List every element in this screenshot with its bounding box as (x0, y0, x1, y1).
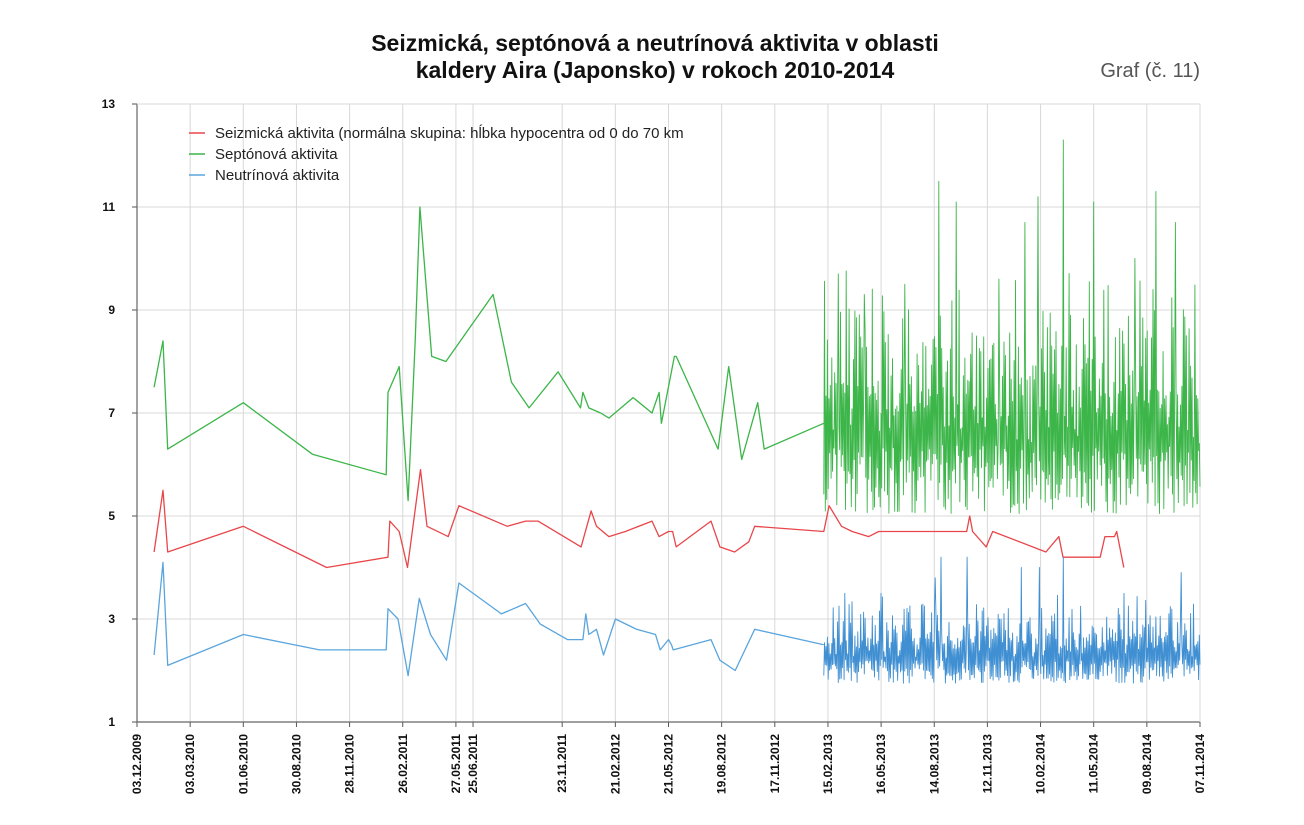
y-tick-label: 13 (102, 97, 116, 111)
x-tick-label: 25.06.2011 (466, 734, 480, 794)
y-tick-label: 9 (108, 303, 115, 317)
x-tick-label: 16.05.2013 (874, 734, 888, 794)
x-tick-label: 10.02.2014 (1034, 734, 1048, 794)
series-dense-line (823, 139, 1201, 514)
x-tick-label: 12.11.2013 (980, 734, 994, 794)
x-tick-label: 07.11.2014 (1193, 734, 1207, 794)
legend: Seizmická aktivita (normálna skupina: hĺ… (189, 124, 684, 184)
x-tick-label: 01.06.2010 (236, 734, 250, 794)
y-tick-label: 3 (108, 612, 115, 626)
x-tick-label: 09.08.2014 (1140, 734, 1154, 794)
x-tick-label: 15.02.2013 (821, 734, 835, 794)
series-line (153, 206, 825, 502)
legend-label: Septónová aktivita (215, 146, 338, 163)
x-tick-label: 19.08.2012 (715, 734, 729, 794)
series-dense-line (823, 556, 1201, 684)
series-septon (153, 139, 1201, 514)
x-tick-label: 21.02.2012 (608, 734, 622, 794)
legend-label: Seizmická aktivita (normálna skupina: hĺ… (215, 124, 684, 142)
y-tick-label: 1 (108, 715, 115, 729)
x-tick-label: 28.11.2010 (343, 734, 357, 794)
series-seismic (153, 468, 1125, 569)
x-tick-label: 21.05.2012 (662, 734, 676, 794)
axes: 03.12.2009 03.03.2010 01.06.2010 30.08.2010… (102, 97, 1207, 794)
series-line (153, 561, 824, 677)
x-tick-label: 14.08.2013 (927, 734, 941, 794)
x-tick-label: 11.05.2014 (1087, 734, 1101, 794)
chart-title: Seizmická, septónová a neutrínová aktivi… (250, 30, 1060, 84)
chart-title-line-1: Seizmická, septónová a neutrínová aktivi… (371, 30, 939, 56)
graph-number-label: Graf (č. 11) (1100, 60, 1200, 82)
series-neutrino (153, 556, 1201, 684)
x-tick-label: 26.02.2011 (396, 734, 410, 794)
y-tick-label: 11 (102, 200, 115, 214)
chart-title-line-2: kaldery Aira (Japonsko) v rokoch 2010-20… (415, 57, 895, 83)
y-tick-label: 7 (108, 406, 115, 420)
y-tick-label: 5 (108, 509, 115, 523)
series-group (153, 139, 1201, 684)
x-tick-label: 03.12.2009 (130, 734, 144, 794)
legend-label: Neutrínová aktivita (215, 167, 340, 184)
x-tick-label: 17.11.2012 (768, 734, 782, 794)
x-tick-label: 23.11.2011 (555, 734, 569, 793)
x-tick-label: 30.08.2010 (289, 734, 303, 794)
x-tick-label: 03.03.2010 (183, 734, 197, 794)
x-tick-label: 27.05.2011 (449, 734, 463, 794)
series-line (153, 468, 1125, 569)
